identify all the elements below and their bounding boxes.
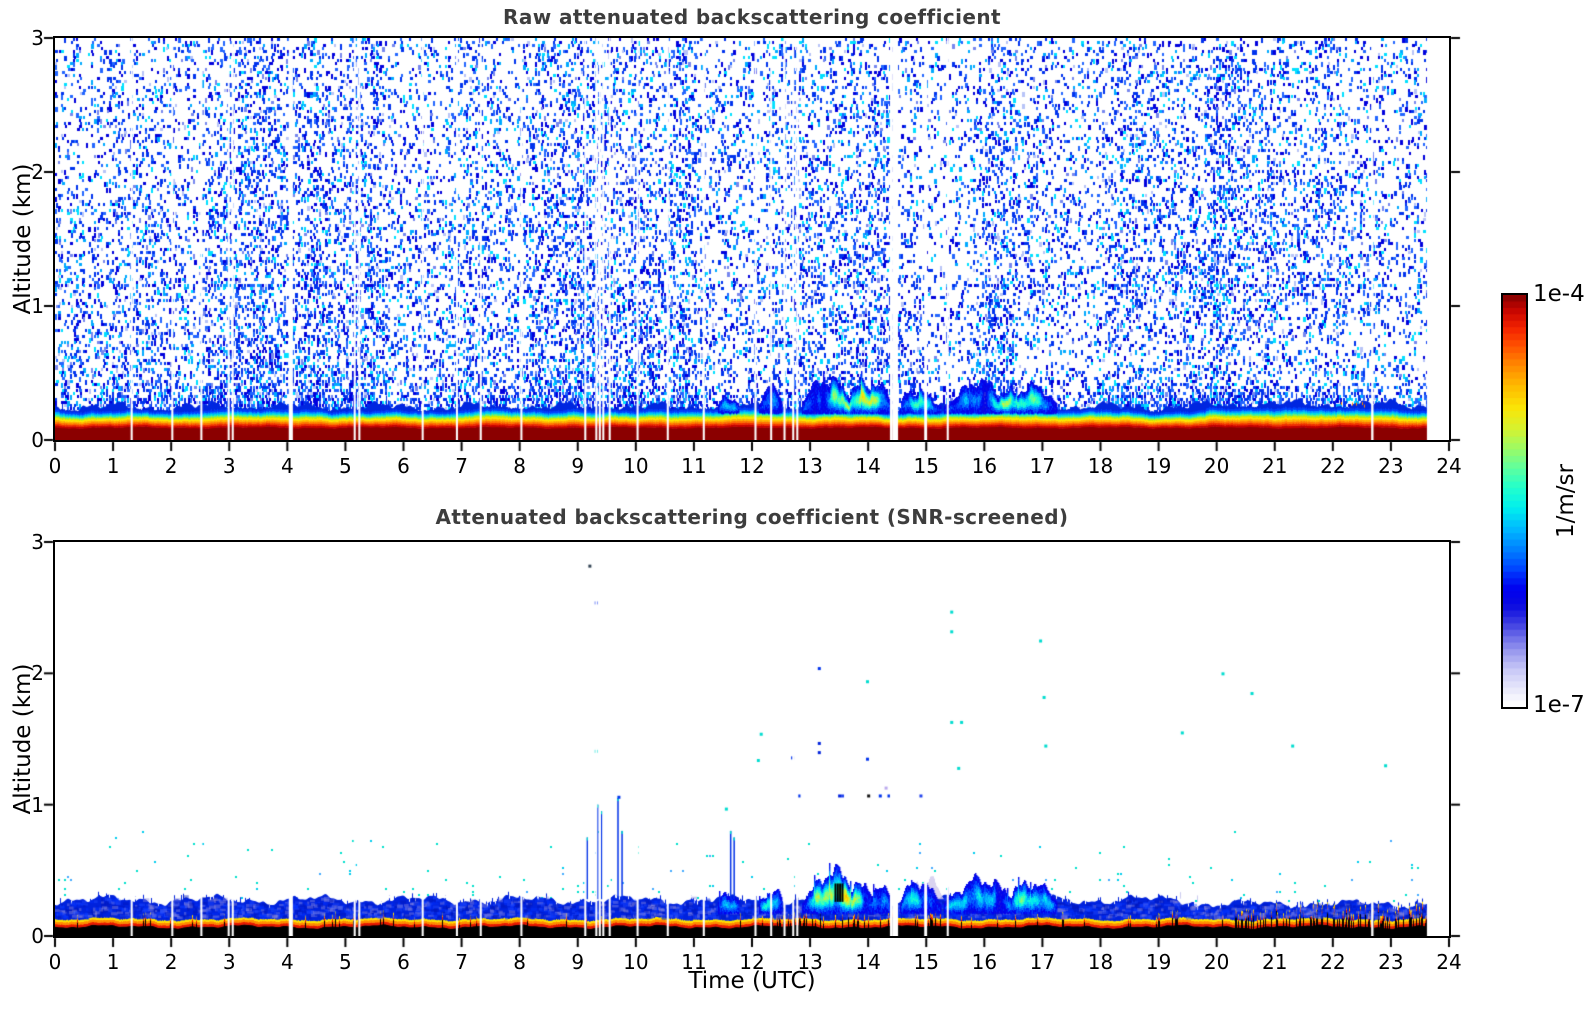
x-tick-label: 13: [797, 950, 823, 974]
x-tick-label: 2: [164, 454, 178, 478]
x-tick-label: 8: [513, 454, 527, 478]
x-tick-label: 7: [455, 950, 468, 974]
y-tick-label: 2: [31, 661, 44, 686]
x-tick-label: 22: [1320, 950, 1346, 974]
x-tick-label: 14: [855, 454, 881, 478]
x-tick-label: 10: [623, 950, 649, 974]
y-tick-label: 0: [31, 428, 44, 452]
x-tick-label: 0: [48, 950, 62, 974]
colorbar: [1501, 293, 1528, 709]
x-tick-label: 15: [913, 950, 939, 974]
y-tick-label: 2: [31, 160, 44, 184]
x-tick-label: 16: [971, 454, 998, 478]
x-tick-label: 6: [397, 454, 410, 478]
x-tick-label: 17: [1029, 454, 1056, 478]
x-tick-label: 4: [280, 454, 294, 478]
x-tick-label: 21: [1262, 454, 1288, 478]
y-axis-label-top: Altitude (km): [10, 163, 36, 315]
screened-backscatter-heatmap-canvas: [55, 542, 1449, 936]
x-tick-label: 11: [681, 454, 707, 478]
x-tick-label: 7: [455, 454, 468, 478]
x-tick-label: 9: [571, 454, 585, 478]
x-tick-label: 16: [971, 950, 998, 974]
x-tick-label: 3: [222, 950, 236, 974]
x-tick-label: 19: [1145, 950, 1172, 974]
colorbar-gradient-canvas: [1503, 295, 1526, 707]
x-tick-label: 9: [571, 950, 585, 974]
x-tick-label: 14: [855, 950, 881, 974]
x-tick-label: 23: [1378, 454, 1404, 478]
y-tick-label: 1: [31, 294, 44, 318]
x-tick-label: 1: [106, 454, 120, 478]
x-tick-label: 18: [1087, 950, 1114, 974]
x-tick-label: 12: [739, 454, 765, 478]
x-tick-label: 23: [1378, 950, 1404, 974]
x-tick-label: 20: [1203, 454, 1230, 478]
x-tick-label: 15: [913, 454, 939, 478]
x-tick-label: 21: [1262, 950, 1288, 974]
x-tick-label: 3: [222, 454, 236, 478]
y-tick-label: 3: [31, 26, 44, 50]
x-tick-label: 10: [623, 454, 649, 478]
x-tick-label: 2: [164, 950, 178, 974]
y-tick-label: 3: [31, 530, 44, 554]
colorbar-min-label: 1e-7: [1533, 692, 1585, 718]
top-panel-title: Raw attenuated backscattering coefficien…: [503, 5, 1001, 29]
x-tick-label: 13: [797, 454, 823, 478]
x-tick-label: 4: [280, 950, 294, 974]
y-tick-label: 0: [31, 924, 44, 948]
colorbar-max-label: 1e-4: [1533, 281, 1585, 307]
x-tick-label: 8: [513, 950, 527, 974]
colorbar-unit-label: 1/m/sr: [1553, 464, 1579, 538]
bottom-panel: [53, 540, 1451, 938]
x-tick-label: 24: [1436, 950, 1462, 974]
x-tick-label: 6: [397, 950, 410, 974]
x-tick-label: 5: [339, 454, 352, 478]
x-tick-label: 17: [1029, 950, 1056, 974]
x-tick-label: 12: [739, 950, 765, 974]
x-tick-label: 22: [1320, 454, 1346, 478]
x-tick-label: 18: [1087, 454, 1114, 478]
x-tick-label: 0: [48, 454, 62, 478]
x-tick-label: 11: [681, 950, 707, 974]
x-tick-label: 24: [1436, 454, 1462, 478]
raw-backscatter-heatmap-canvas: [55, 38, 1449, 440]
y-tick-label: 1: [31, 792, 44, 817]
x-tick-label: 5: [339, 950, 352, 974]
x-tick-label: 20: [1203, 950, 1230, 974]
top-panel: [53, 36, 1451, 442]
x-tick-label: 19: [1145, 454, 1172, 478]
x-tick-label: 1: [106, 950, 120, 974]
x-axis-label: Time (UTC): [688, 968, 816, 994]
bottom-panel-title: Attenuated backscattering coefficient (S…: [435, 505, 1069, 529]
